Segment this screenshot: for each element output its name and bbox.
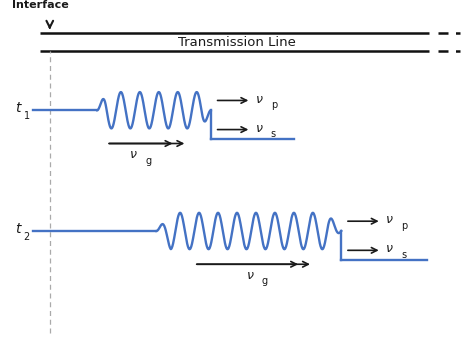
Text: p: p [401, 221, 407, 231]
Text: g: g [145, 156, 151, 166]
Text: s: s [271, 129, 276, 139]
Text: t: t [15, 222, 21, 236]
Text: ν: ν [256, 92, 263, 106]
Text: g: g [261, 276, 267, 286]
Text: s: s [401, 250, 406, 260]
Text: Input
Interface: Input Interface [12, 0, 69, 10]
Text: ν: ν [246, 269, 254, 282]
Text: 1: 1 [24, 111, 29, 121]
Text: Transmission Line: Transmission Line [178, 36, 296, 49]
Text: ν: ν [386, 243, 393, 256]
Text: ν: ν [130, 148, 137, 161]
Text: 2: 2 [23, 232, 30, 242]
Text: ν: ν [256, 122, 263, 135]
Text: p: p [271, 100, 277, 110]
Text: t: t [15, 101, 21, 115]
Text: ν: ν [386, 213, 393, 226]
